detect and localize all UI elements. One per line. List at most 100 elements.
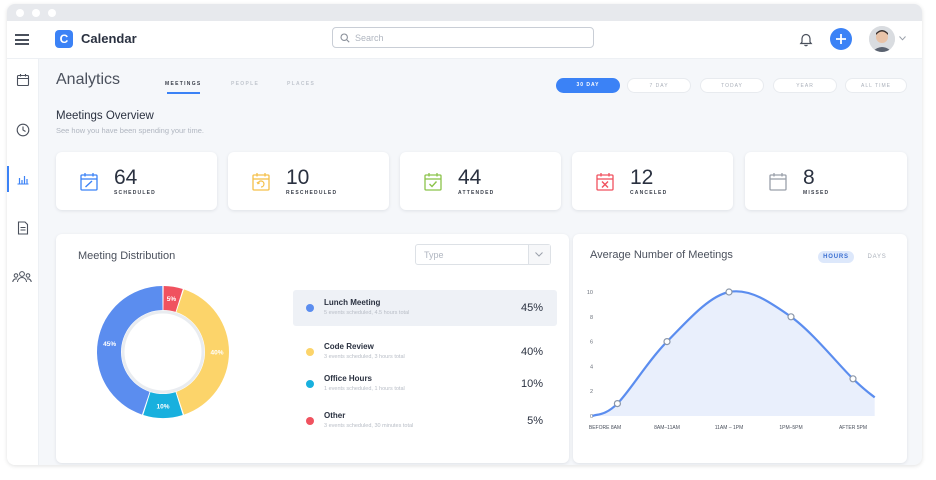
legend-dot xyxy=(306,348,314,356)
legend-item-lunch-meeting[interactable]: Lunch Meeting 5 events scheduled, 4.5 ho… xyxy=(293,290,557,326)
stat-card-missed[interactable]: 8 MISSED xyxy=(745,152,907,210)
chevron-down-icon xyxy=(535,252,543,257)
legend-sub: 5 events scheduled, 4.5 hours total xyxy=(324,310,410,316)
tab-people[interactable]: PEOPLE xyxy=(231,81,260,87)
y-tick-label: 2 xyxy=(590,389,593,395)
legend-sub: 3 events scheduled, 3 hours total xyxy=(324,354,405,360)
window-dot[interactable] xyxy=(32,9,40,17)
data-point[interactable] xyxy=(725,288,733,296)
range-year[interactable]: YEAR xyxy=(773,78,837,93)
active-nav-indicator xyxy=(7,166,9,192)
donut-slice[interactable] xyxy=(96,286,163,415)
toggle-hours[interactable]: HOURS xyxy=(818,251,854,263)
window-titlebar xyxy=(7,4,922,21)
window-dot[interactable] xyxy=(48,9,56,17)
data-point[interactable] xyxy=(663,337,671,346)
distribution-title: Meeting Distribution xyxy=(78,250,176,262)
donut-slice[interactable] xyxy=(163,286,183,312)
overview-subtitle: See how you have been spending your time… xyxy=(56,126,205,135)
plus-icon xyxy=(836,34,846,44)
legend-percent: 45% xyxy=(520,302,543,314)
calendar-edit-icon xyxy=(80,173,98,191)
donut-slice[interactable] xyxy=(176,289,230,415)
stat-label: ATTENDED xyxy=(458,190,495,196)
stat-card-attended[interactable]: 44 ATTENDED xyxy=(400,152,561,210)
data-point[interactable] xyxy=(613,400,622,408)
average-meetings-chart: 0 2 4 6 8 10 BEFORE 8AM 8AM–11AM 11AM – 1PM 1PM–5… xyxy=(587,288,876,431)
range-7-day[interactable]: 7 DAY xyxy=(627,78,691,93)
stat-card-scheduled[interactable]: 64 SCHEDULED xyxy=(56,152,217,210)
range-all-time[interactable]: ALL TIME xyxy=(845,78,907,93)
average-meetings-title: Average Number of Meetings xyxy=(590,249,733,261)
stat-card-canceled[interactable]: 12 CANCELED xyxy=(572,152,733,210)
stat-label: RESCHEDULED xyxy=(286,190,338,196)
stat-value: 44 xyxy=(458,166,482,189)
stat-value: 10 xyxy=(286,166,310,189)
distribution-donut-chart: 5% 40% 10% 45% xyxy=(96,286,230,418)
range-today[interactable]: TODAY xyxy=(700,78,764,93)
search-box[interactable] xyxy=(332,27,594,48)
document-icon[interactable] xyxy=(15,220,31,236)
avatar[interactable] xyxy=(869,26,895,52)
x-tick-label: 8AM–11AM xyxy=(654,425,680,431)
data-point[interactable] xyxy=(787,313,795,321)
toggle-days[interactable]: DAYS xyxy=(867,254,887,260)
page-title: Analytics xyxy=(56,71,121,88)
legend-item-other[interactable]: Other 3 events scheduled, 30 minutes tot… xyxy=(293,403,557,439)
y-tick-label: 6 xyxy=(590,340,593,346)
legend-percent: 10% xyxy=(520,378,543,390)
analytics-icon[interactable] xyxy=(15,171,31,187)
app-logo[interactable]: C xyxy=(55,30,73,48)
stat-value: 8 xyxy=(803,166,815,189)
clock-icon[interactable] xyxy=(15,122,31,138)
range-30-day[interactable]: 30 DAY xyxy=(556,78,620,93)
legend-percent: 40% xyxy=(520,346,543,358)
legend-dot xyxy=(306,380,314,388)
add-button[interactable] xyxy=(830,28,852,50)
calendar-check-icon xyxy=(424,173,442,191)
donut-slice[interactable] xyxy=(143,392,183,418)
stat-card-rescheduled[interactable]: 10 RESCHEDULED xyxy=(228,152,389,210)
legend-dot xyxy=(306,304,314,312)
x-tick-label: 11AM – 1PM xyxy=(715,425,744,431)
y-tick-label: 0 xyxy=(590,414,593,420)
x-tick-label: AFTER 5PM xyxy=(839,425,867,431)
legend-name: Lunch Meeting xyxy=(324,298,381,307)
overview-title: Meetings Overview xyxy=(56,110,154,122)
x-tick-label: BEFORE 8AM xyxy=(589,425,621,431)
chevron-down-icon[interactable] xyxy=(899,36,906,41)
app-title: Calendar xyxy=(81,31,137,46)
search-icon xyxy=(340,33,350,43)
top-bar: C Calendar xyxy=(7,21,922,59)
tab-meetings[interactable]: MEETINGS xyxy=(165,81,202,87)
legend-dot xyxy=(306,417,314,425)
donut-slice-label: 10% xyxy=(156,404,169,411)
stat-label: CANCELED xyxy=(630,190,668,196)
calendar-cancel-icon xyxy=(596,173,614,191)
legend-sub: 1 events scheduled, 1 hours total xyxy=(324,386,405,392)
stat-label: MISSED xyxy=(803,190,830,196)
type-select[interactable]: Type xyxy=(415,244,551,265)
hamburger-menu-icon[interactable] xyxy=(15,34,29,45)
legend-sub: 3 events scheduled, 30 minutes total xyxy=(324,423,414,429)
calendar-reschedule-icon xyxy=(252,173,270,191)
area-fill xyxy=(592,291,875,416)
team-icon[interactable] xyxy=(12,269,32,285)
stat-value: 12 xyxy=(630,166,654,189)
donut-slice-label: 45% xyxy=(103,341,116,348)
stat-label: SCHEDULED xyxy=(114,190,156,196)
y-tick-label: 10 xyxy=(587,290,593,296)
data-point[interactable] xyxy=(849,375,857,383)
calendar-icon[interactable] xyxy=(15,72,31,88)
search-input[interactable] xyxy=(355,31,585,44)
app-window: C Calendar Analytics ME xyxy=(7,4,922,465)
legend-item-code-review[interactable]: Code Review 3 events scheduled, 3 hours … xyxy=(293,334,557,370)
window-dot[interactable] xyxy=(16,9,24,17)
tab-places[interactable]: PLACES xyxy=(287,81,316,87)
bell-icon[interactable] xyxy=(799,32,813,47)
legend-percent: 5% xyxy=(527,415,543,427)
legend-item-office-hours[interactable]: Office Hours 1 events scheduled, 1 hours… xyxy=(293,366,557,402)
legend-name: Code Review xyxy=(324,342,374,351)
calendar-blank-icon xyxy=(769,173,787,191)
stat-value: 64 xyxy=(114,166,138,189)
